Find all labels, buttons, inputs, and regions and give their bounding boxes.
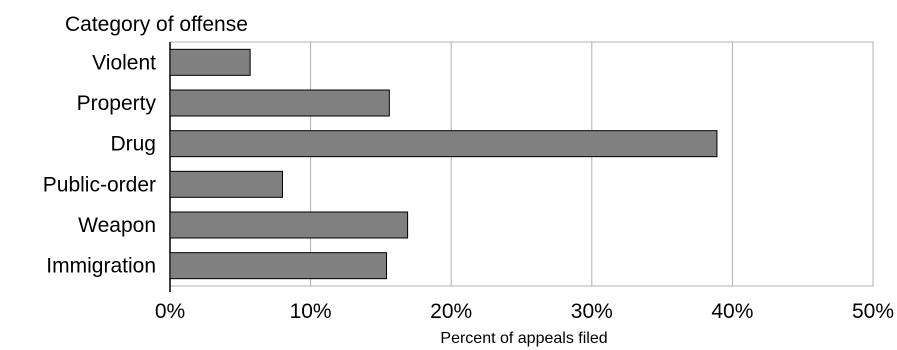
x-tick-label: 20% [430,300,472,323]
gridlines [169,42,733,292]
x-tick-labels: 0% 10% 20% 30% 40% 50% [155,300,894,323]
bars [169,48,718,280]
bar-public-order [169,170,283,198]
category-label: Property [77,92,157,115]
x-tick-label: 30% [571,300,613,323]
category-label: Weapon [78,214,156,237]
category-label: Public-order [43,173,156,196]
x-tick-label: 40% [711,300,753,323]
plot-area [169,41,874,287]
bar-property [169,89,390,117]
bar-weapon [169,211,409,239]
bar-violent [169,48,251,76]
category-label: Drug [110,133,156,156]
x-tick-label: 0% [155,300,185,323]
y-axis-title: Category of offense [65,13,248,36]
x-axis-title: Percent of appeals filed [440,330,607,347]
x-tick-label: 10% [290,300,332,323]
bar-immigration [169,252,388,280]
category-labels: Violent Property Drug Public-order Weapon Imm… [43,51,157,277]
category-label: Violent [92,51,156,74]
x-tick-label: 50% [852,300,894,323]
bar-drug [169,130,718,158]
plot-frame [169,41,874,287]
category-label: Immigration [46,255,156,278]
